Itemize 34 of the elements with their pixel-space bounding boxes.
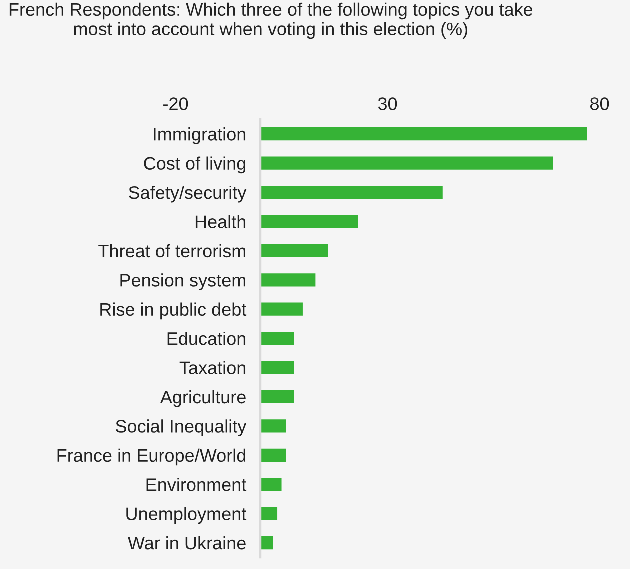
bar <box>260 274 316 287</box>
y-tick-label: Social Inequality <box>116 420 247 436</box>
bar <box>260 332 294 346</box>
y-tick-label: Immigration <box>154 128 246 144</box>
y-tick-label: Agriculture <box>160 390 246 408</box>
bar <box>260 448 286 462</box>
y-tick-label: Cost of living <box>144 156 246 174</box>
y-tick-label: War in Ukraine <box>128 536 246 550</box>
bar <box>260 536 274 550</box>
y-tick-label: France in Europe/World <box>58 448 246 466</box>
y-tick-label: Taxation <box>180 361 246 374</box>
y-tick-label: Safety/security <box>129 186 247 203</box>
bar <box>260 390 294 404</box>
y-tick-label: Pension system <box>120 274 246 290</box>
bar <box>260 507 278 520</box>
y-tick-label: Health <box>196 215 246 228</box>
y-tick-label: Unemployment <box>126 507 247 524</box>
y-tick-label: Threat of terrorism <box>98 244 246 258</box>
bar <box>260 302 303 316</box>
x-tick-label: -20 <box>164 98 188 110</box>
chart-title: French Respondents: Which three of the following topics you take most into account when voting in this election (%) <box>10 2 533 40</box>
x-tick-label: 30 <box>378 98 398 110</box>
bar <box>260 186 443 200</box>
bar <box>260 156 554 170</box>
bar <box>260 420 286 433</box>
y-tick-label: Education <box>168 332 246 346</box>
bar <box>260 215 358 228</box>
bar <box>260 128 588 141</box>
y-tick-label: Rise in public debt <box>100 302 247 320</box>
bar <box>260 244 328 258</box>
bar <box>260 361 294 374</box>
y-tick-label: Environment <box>146 478 247 492</box>
x-tick-label: 80 <box>590 98 610 110</box>
bar <box>260 478 282 492</box>
